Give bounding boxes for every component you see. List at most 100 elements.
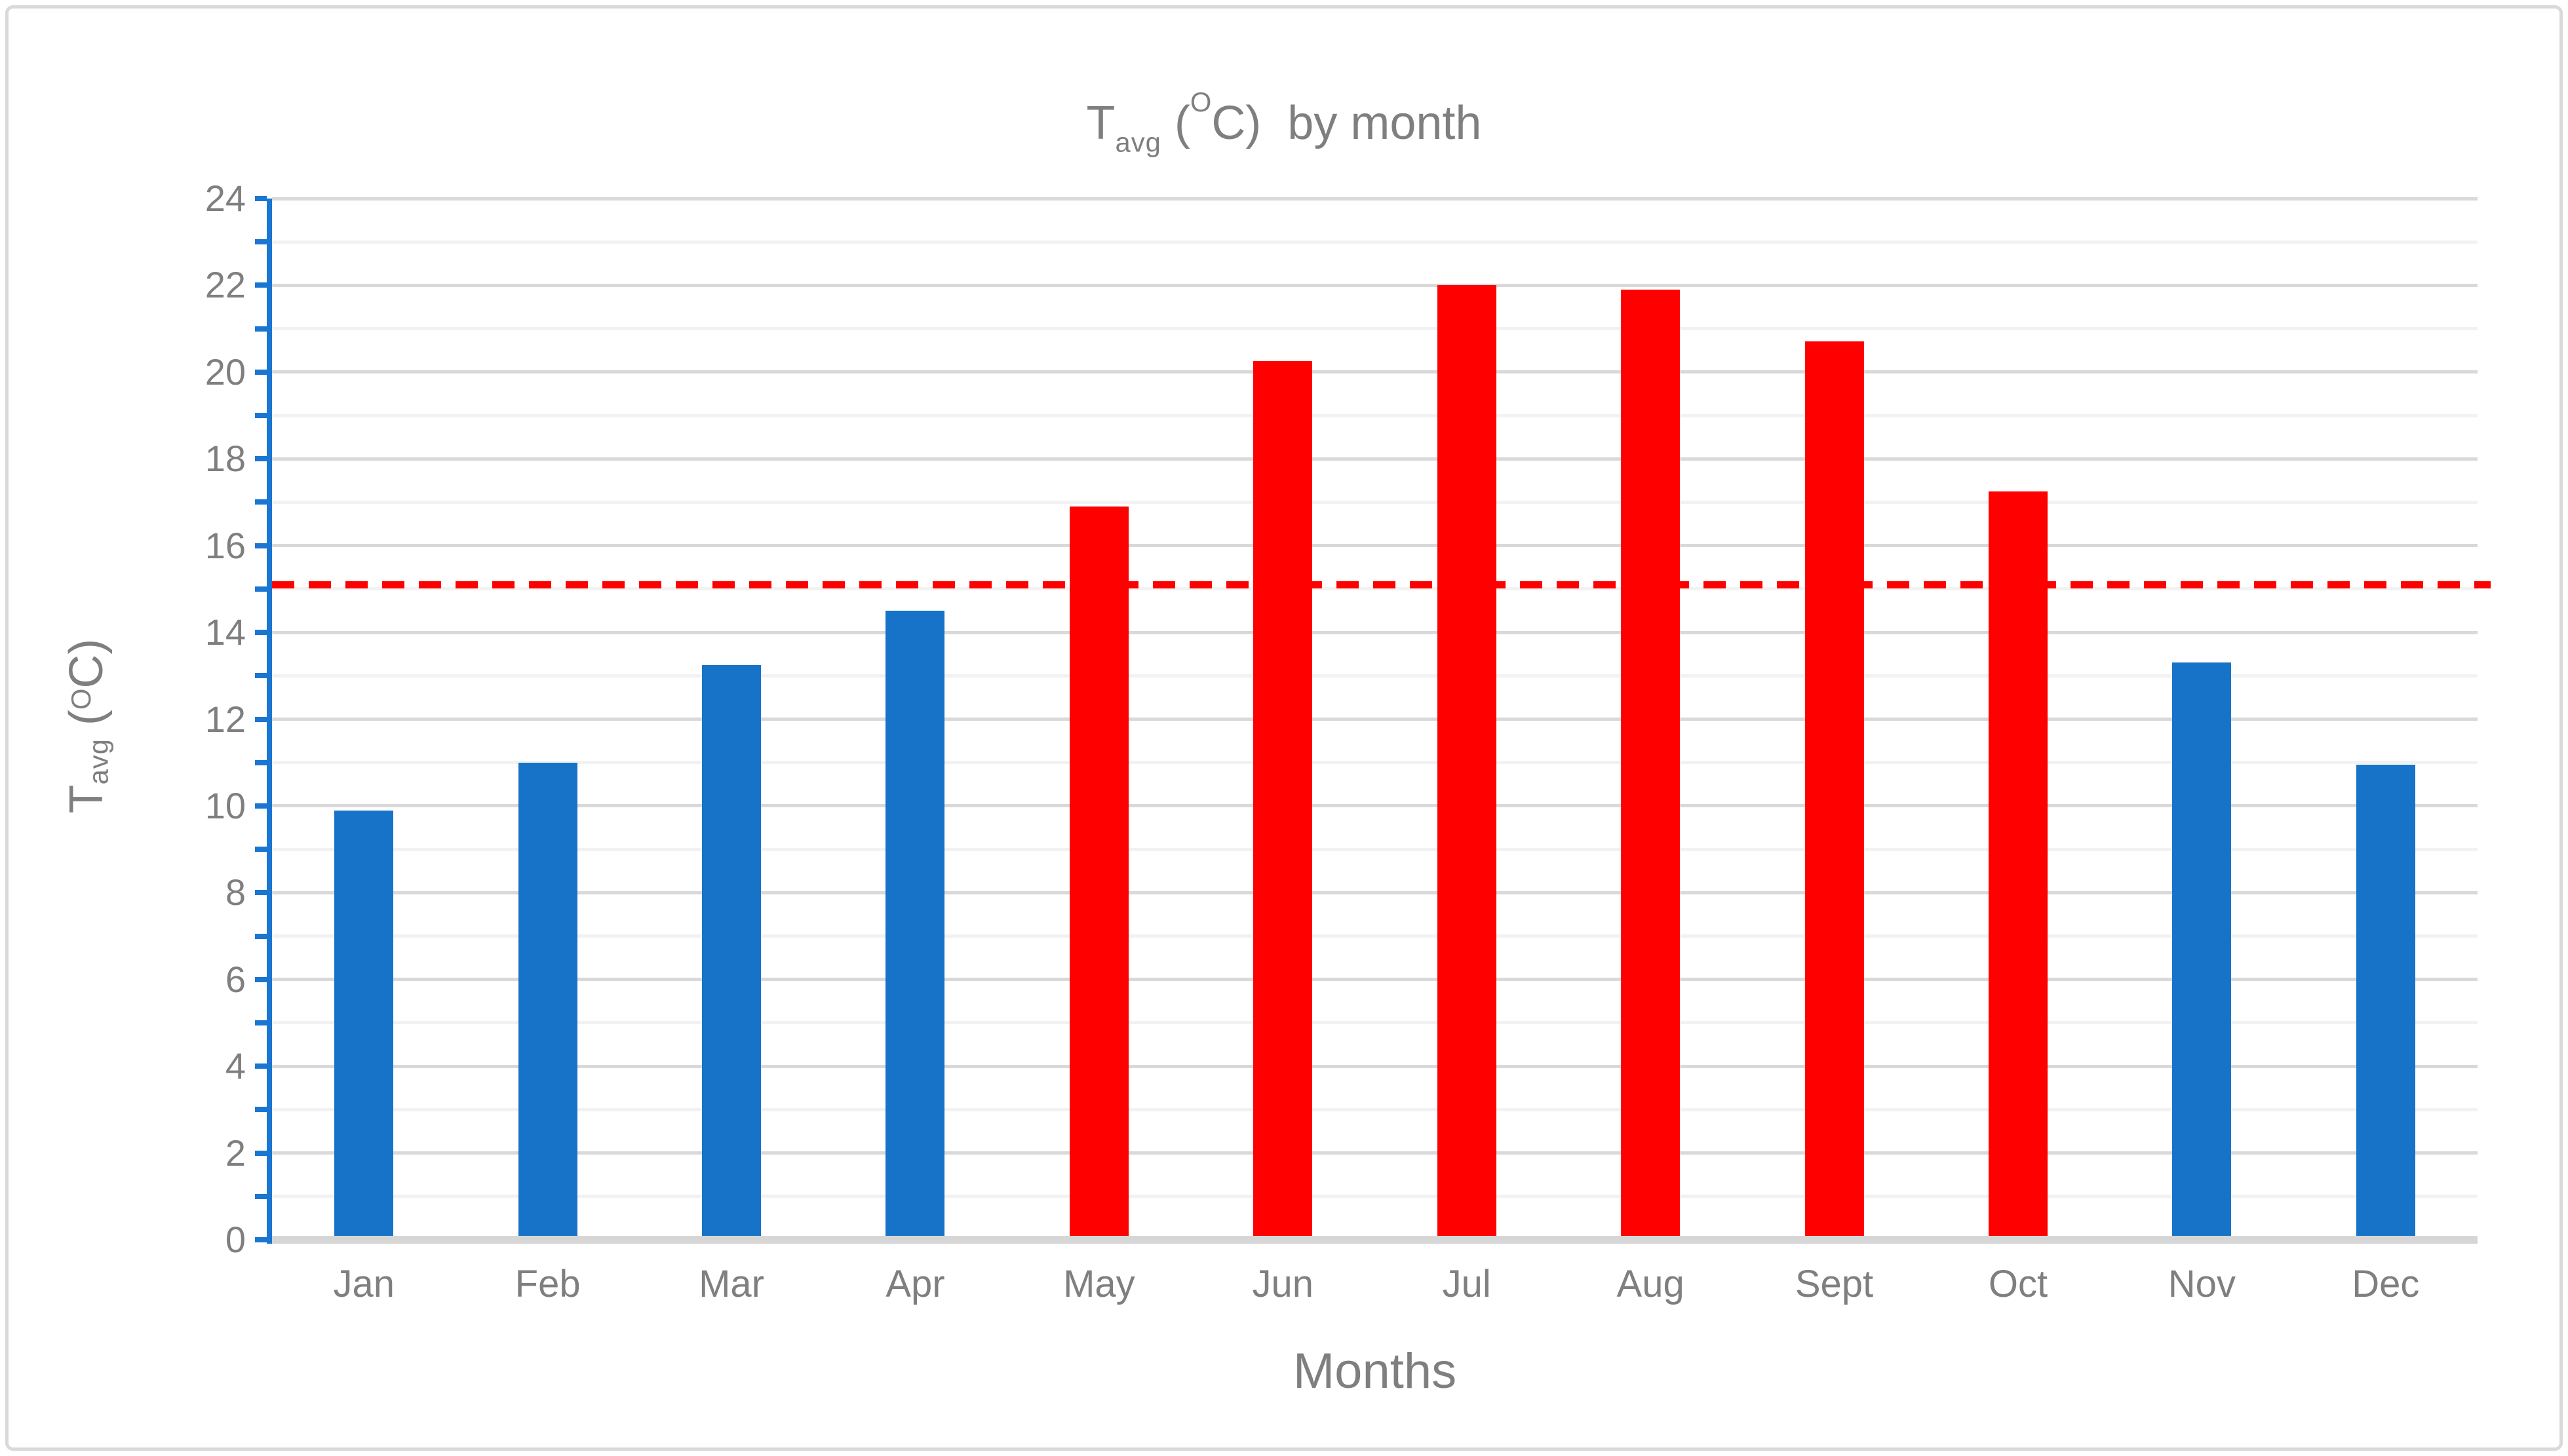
y-axis-tick bbox=[255, 630, 267, 636]
title-subscript: avg bbox=[1115, 126, 1161, 158]
y-axis-tick bbox=[255, 759, 267, 765]
y-axis-tick bbox=[255, 803, 267, 809]
y-axis-tick bbox=[255, 976, 267, 982]
minor-gridline bbox=[272, 500, 2478, 504]
major-gridline bbox=[272, 978, 2478, 982]
y-axis-tick bbox=[255, 1063, 267, 1069]
x-axis-title: Months bbox=[1146, 1343, 1605, 1400]
title-unit-open: ( bbox=[1161, 96, 1190, 149]
y-tick-label-14: 14 bbox=[204, 611, 246, 653]
y-tick-label-2: 2 bbox=[225, 1132, 246, 1174]
bar-aug bbox=[1621, 290, 1681, 1240]
major-gridline bbox=[272, 197, 2478, 201]
x-tick-label-jul: Jul bbox=[1442, 1263, 1491, 1305]
y-title-degree-superscript: O bbox=[65, 688, 96, 710]
minor-gridline bbox=[272, 674, 2478, 678]
minor-gridline bbox=[272, 413, 2478, 417]
bar-may bbox=[1069, 507, 1129, 1240]
y-tick-label-4: 4 bbox=[225, 1045, 246, 1087]
y-axis-tick bbox=[255, 196, 267, 201]
y-axis-tick bbox=[255, 586, 267, 592]
y-tick-label-0: 0 bbox=[225, 1219, 246, 1260]
minor-gridline bbox=[272, 934, 2478, 938]
minor-gridline bbox=[272, 1195, 2478, 1198]
x-tick-label-feb: Feb bbox=[515, 1263, 581, 1305]
major-gridline bbox=[272, 804, 2478, 808]
y-title-subscript: avg bbox=[83, 738, 114, 785]
minor-gridline bbox=[272, 847, 2478, 851]
x-tick-label-aug: Aug bbox=[1616, 1263, 1684, 1305]
y-axis-tick bbox=[255, 1020, 267, 1025]
bar-sept bbox=[1804, 341, 1864, 1240]
y-tick-label-18: 18 bbox=[204, 438, 246, 480]
y-axis-tick bbox=[255, 413, 267, 419]
y-tick-label-12: 12 bbox=[204, 698, 246, 740]
y-axis-tick bbox=[255, 933, 267, 939]
y-axis-tick bbox=[255, 499, 267, 505]
y-axis-tick bbox=[255, 543, 267, 548]
title-unit-close: C) bbox=[1211, 96, 1262, 149]
bar-oct bbox=[1988, 491, 2048, 1240]
average-reference-line bbox=[272, 581, 2491, 589]
major-gridline bbox=[272, 718, 2478, 721]
y-axis-tick bbox=[255, 326, 267, 332]
minor-gridline bbox=[272, 1107, 2478, 1111]
x-tick-label-apr: Apr bbox=[885, 1263, 945, 1305]
bar-apr bbox=[885, 610, 945, 1240]
y-axis-tick bbox=[255, 890, 267, 896]
x-tick-label-nov: Nov bbox=[2168, 1263, 2236, 1305]
x-tick-label-dec: Dec bbox=[2352, 1263, 2420, 1305]
minor-gridline bbox=[272, 587, 2478, 591]
y-tick-label-20: 20 bbox=[204, 351, 246, 393]
major-gridline bbox=[272, 457, 2478, 461]
x-title-text: Months bbox=[1293, 1343, 1457, 1399]
x-tick-label-jan: Jan bbox=[333, 1263, 395, 1305]
bar-jul bbox=[1437, 285, 1496, 1240]
y-tick-label-8: 8 bbox=[225, 872, 246, 913]
minor-gridline bbox=[272, 1021, 2478, 1025]
y-axis-tick bbox=[255, 282, 267, 288]
x-tick-label-oct: Oct bbox=[1988, 1263, 2048, 1305]
bar-dec bbox=[2356, 765, 2415, 1240]
y-axis-tick bbox=[255, 847, 267, 853]
x-tick-label-sept: Sept bbox=[1795, 1263, 1874, 1305]
y-axis-tick bbox=[255, 1107, 267, 1113]
major-gridline bbox=[272, 891, 2478, 894]
major-gridline bbox=[272, 283, 2478, 287]
minor-gridline bbox=[272, 327, 2478, 331]
y-tick-label-10: 10 bbox=[204, 784, 246, 826]
y-title-unit-open: ( bbox=[60, 710, 113, 739]
y-axis-line bbox=[267, 199, 272, 1244]
x-tick-label-jun: Jun bbox=[1252, 1263, 1314, 1305]
plot-area bbox=[255, 196, 2491, 1244]
bar-nov bbox=[2172, 662, 2232, 1240]
minor-gridline bbox=[272, 240, 2478, 244]
major-gridline bbox=[272, 630, 2478, 634]
y-tick-label-16: 16 bbox=[204, 524, 246, 566]
y-title-symbol: T bbox=[60, 784, 113, 814]
y-axis-tick bbox=[255, 1237, 267, 1242]
major-gridline bbox=[272, 1151, 2478, 1155]
chart-title: Tavg (OC) by month bbox=[9, 66, 2559, 179]
y-axis-tick bbox=[255, 716, 267, 722]
major-gridline bbox=[272, 544, 2478, 548]
x-tick-label-may: May bbox=[1063, 1263, 1135, 1305]
y-axis-tick bbox=[255, 673, 267, 679]
y-axis-tick bbox=[255, 239, 267, 245]
chart-figure: Tavg (OC) by month Tavg (OC) 0 2 4 6 8 10 12 14… bbox=[5, 5, 2563, 1451]
bar-mar bbox=[702, 664, 762, 1240]
major-gridline bbox=[272, 1064, 2478, 1068]
y-axis-tick bbox=[255, 1193, 267, 1199]
y-tick-label-24: 24 bbox=[204, 178, 246, 219]
minor-gridline bbox=[272, 761, 2478, 765]
title-symbol: T bbox=[1086, 96, 1116, 149]
y-title-unit-close: C) bbox=[60, 638, 113, 689]
bar-jan bbox=[334, 810, 394, 1240]
title-suffix: by month bbox=[1261, 96, 1482, 149]
y-tick-label-6: 6 bbox=[225, 958, 246, 1000]
x-axis-line bbox=[267, 1236, 2478, 1244]
x-tick-label-mar: Mar bbox=[699, 1263, 764, 1305]
major-gridline bbox=[272, 370, 2478, 374]
bar-jun bbox=[1253, 361, 1313, 1240]
y-axis-tick bbox=[255, 369, 267, 375]
